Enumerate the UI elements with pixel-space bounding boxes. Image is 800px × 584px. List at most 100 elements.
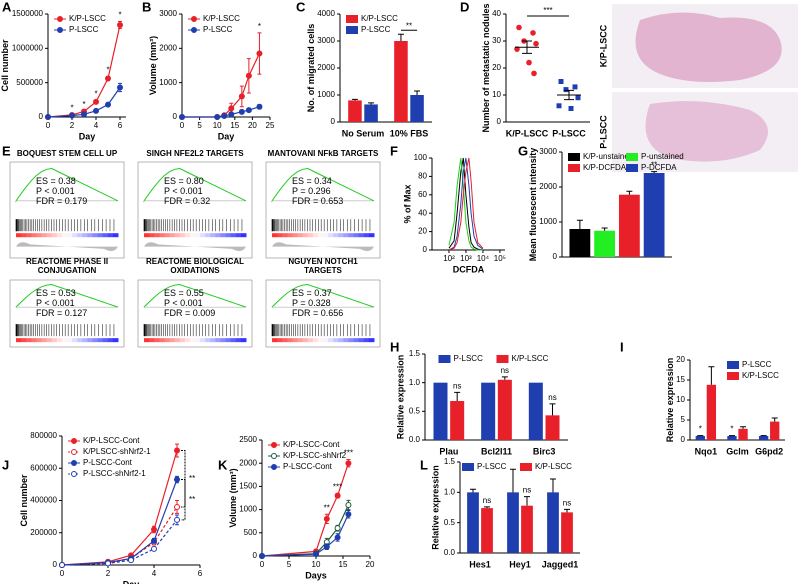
gsea-stat: ES = 0.53 — [36, 288, 76, 298]
point — [259, 553, 265, 559]
rank-gradient — [87, 233, 93, 238]
x-tick-label: 2 — [106, 569, 111, 578]
y-tick-label: 0 — [681, 435, 686, 444]
rank-gradient — [164, 233, 170, 238]
significance-label: ns — [523, 486, 531, 495]
y-tick-label: 30 — [492, 36, 501, 45]
error-bar — [564, 508, 570, 513]
y-tick-label: 0.0 — [444, 548, 456, 557]
point — [575, 95, 581, 101]
point — [117, 84, 123, 91]
significance-label: * — [94, 90, 97, 99]
enrichment-curve — [143, 283, 247, 308]
x-tick-label: 25 — [266, 121, 275, 130]
series-line — [61, 450, 178, 566]
x-tick-label: 10% FBS — [390, 128, 429, 138]
ranked-metric — [16, 242, 118, 251]
series-line — [448, 157, 484, 251]
point — [558, 79, 564, 84]
point — [174, 476, 180, 483]
legend-label: K/P-LSCC-Cont — [83, 436, 140, 445]
ranked-metric — [272, 242, 374, 251]
panel-letter: B — [142, 0, 151, 14]
legend-swatch — [568, 164, 580, 172]
rank-gradient — [77, 233, 83, 238]
panel-letter: C — [296, 0, 306, 14]
legend-swatch — [727, 372, 739, 380]
y-tick-label: 0 — [497, 117, 502, 126]
y-tick-label: 1000 — [239, 505, 257, 514]
gsea-stat: P < 0.001 — [164, 186, 203, 196]
error-bar — [454, 391, 461, 402]
rank-gradient — [77, 338, 83, 343]
significance-label: * — [730, 425, 733, 434]
y-tick-label: 2500 — [239, 435, 257, 444]
significance-label: ** — [189, 495, 195, 504]
error-bar — [351, 98, 358, 101]
rank-gradient — [82, 338, 88, 343]
point — [313, 551, 319, 558]
point — [69, 112, 75, 119]
rank-gradient — [353, 338, 360, 343]
tissue — [635, 12, 782, 82]
rank-gradient — [210, 338, 216, 343]
bar — [521, 505, 533, 553]
y-axis-label: Relative expression — [431, 465, 441, 550]
series-line — [448, 157, 483, 251]
x-tick-label: 4 — [94, 121, 99, 130]
rank-gradient — [240, 338, 247, 343]
legend-marker — [71, 438, 77, 444]
legend-marker — [271, 453, 277, 459]
legend-marker — [71, 471, 77, 477]
bar — [738, 428, 748, 440]
gsea-stat: ES = 0.80 — [164, 176, 204, 186]
rank-gradient — [297, 233, 304, 238]
gsea-frame — [9, 279, 125, 348]
y-tick-label: 4000 — [317, 9, 335, 18]
x-tick-label: Gclm — [726, 446, 749, 456]
x-tick-label: 5 — [287, 560, 292, 569]
panel-letter: E — [2, 143, 11, 158]
y-tick-label: 1000000 — [12, 43, 44, 52]
x-tick-label: 6 — [118, 121, 123, 130]
bar — [561, 512, 573, 553]
rank-gradient — [292, 338, 298, 343]
legend-swatch — [496, 355, 509, 363]
rank-gradient — [338, 338, 344, 343]
legend-label: K/P-LSCC — [203, 14, 240, 23]
panel-letter: A — [2, 0, 12, 14]
error-bar — [651, 171, 658, 173]
point — [256, 50, 263, 57]
x-axis-label: Day — [123, 579, 140, 584]
point — [323, 515, 330, 522]
rank-gradient — [353, 233, 360, 238]
y-tick-label: 2000 — [239, 458, 257, 467]
rank-gradient — [164, 338, 170, 343]
panel-letter: J — [2, 457, 9, 472]
y-tick-label: 20 — [418, 227, 427, 236]
bar — [467, 492, 479, 553]
y-tick-label: 3000 — [159, 9, 177, 18]
rank-gradient — [169, 338, 176, 343]
rank-gradient — [159, 233, 165, 238]
legend-swatch — [626, 164, 638, 172]
rank-gradient — [87, 338, 93, 343]
y-tick-label: 600000 — [30, 463, 57, 472]
significance-label: ns — [548, 393, 556, 402]
significance-label: ns — [501, 366, 509, 375]
error-bar — [501, 376, 508, 380]
rank-gradient — [189, 233, 196, 238]
legend-label: P-LSCC-Cont — [283, 462, 333, 471]
y-tick-label: 60 — [418, 190, 427, 199]
series-line — [47, 87, 121, 118]
gsea-stat: ES = 0.38 — [36, 176, 76, 186]
error-bar — [522, 40, 532, 54]
rank-gradient — [195, 338, 201, 343]
legend-label: P-unstained — [641, 152, 684, 161]
significance-label: *** — [333, 482, 342, 491]
y-tick-label: 40 — [492, 9, 501, 18]
y-tick-label: 1.5 — [409, 349, 421, 358]
rank-gradient — [154, 338, 160, 343]
enrichment-curve — [143, 167, 247, 203]
gsea-stat: FDR = 0.32 — [164, 196, 210, 206]
